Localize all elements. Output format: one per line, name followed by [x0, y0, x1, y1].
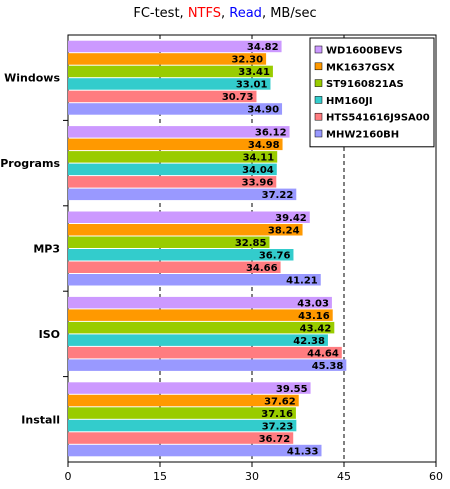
- data-label: 34.82: [247, 42, 279, 53]
- data-label: 34.90: [247, 105, 279, 116]
- x-tick-label: 45: [337, 470, 351, 483]
- data-label: 33.96: [242, 178, 274, 189]
- data-label: 30.73: [222, 92, 254, 103]
- data-label: 42.38: [293, 336, 325, 347]
- legend-swatch: [314, 129, 323, 138]
- data-label: 43.03: [297, 298, 329, 309]
- bar: [68, 261, 281, 273]
- data-label: 36.72: [259, 434, 291, 445]
- bar: [68, 419, 297, 432]
- data-label: 34.66: [246, 263, 278, 274]
- data-label: 44.64: [307, 348, 339, 359]
- data-label: 39.55: [276, 384, 308, 395]
- bar: [68, 126, 290, 138]
- legend-label: HM160JI: [326, 96, 373, 107]
- legend-swatch: [314, 112, 323, 121]
- legend-label: MK1637GSX: [326, 62, 395, 73]
- bar: [68, 78, 271, 90]
- data-label: 43.16: [298, 311, 330, 322]
- data-label: 37.23: [262, 421, 294, 432]
- bar: [68, 309, 333, 321]
- legend-swatch: [314, 62, 323, 71]
- bar: [68, 176, 277, 188]
- chart-title: FC-test, NTFS, Read, MB/sec: [0, 6, 450, 21]
- title-part-ntfs: NTFS: [187, 6, 221, 21]
- data-label: 34.98: [248, 140, 280, 151]
- data-label: 38.24: [268, 226, 300, 237]
- category-label: Programs: [0, 157, 60, 170]
- legend-label: ST9160821AS: [326, 79, 404, 90]
- data-label: 37.16: [261, 409, 293, 420]
- bar: [68, 382, 311, 394]
- bar: [68, 103, 283, 115]
- data-label: 33.41: [238, 67, 270, 78]
- bar: [68, 40, 282, 53]
- bar: [68, 407, 296, 419]
- category-label: MP3: [33, 243, 60, 256]
- x-tick-label: 0: [65, 470, 72, 483]
- legend-swatch: [314, 96, 323, 104]
- data-label: 32.85: [235, 238, 267, 249]
- data-label: 37.62: [264, 396, 296, 407]
- data-label: 39.42: [275, 213, 307, 224]
- data-label: 41.33: [287, 446, 319, 457]
- data-label: 34.11: [243, 153, 275, 164]
- bar: [68, 346, 342, 359]
- title-part-1: FC-test,: [133, 6, 188, 21]
- data-label: 33.01: [236, 80, 268, 91]
- bar: [68, 224, 303, 236]
- bar: [68, 432, 294, 444]
- bar: [68, 211, 310, 223]
- data-label: 36.12: [255, 128, 287, 139]
- bar: [68, 163, 277, 176]
- legend-label: WD1600BEVS: [326, 46, 403, 57]
- legend: [309, 37, 435, 148]
- data-label: 36.76: [259, 251, 291, 262]
- bar: [68, 138, 283, 151]
- title-part-5: , MB/sec: [261, 6, 317, 21]
- category-label: ISO: [39, 328, 60, 341]
- bar: [68, 151, 278, 163]
- bar: [68, 236, 270, 248]
- bar: [68, 444, 322, 457]
- bar: [68, 334, 328, 346]
- bar: [68, 394, 299, 407]
- x-tick-label: 15: [153, 470, 167, 483]
- legend-swatch: [314, 45, 323, 54]
- category-label: Windows: [4, 72, 60, 85]
- legend-label: HTS541616J9SA00: [326, 113, 430, 124]
- bar: [68, 188, 297, 201]
- title-part-3: ,: [221, 6, 230, 21]
- category-label: Install: [21, 413, 60, 426]
- bar: [68, 274, 321, 286]
- bar: [68, 249, 294, 261]
- data-label: 37.22: [262, 190, 294, 201]
- bar: [68, 53, 267, 65]
- data-label: 32.30: [231, 55, 263, 66]
- bar: [68, 359, 347, 371]
- data-label: 45.38: [312, 361, 344, 372]
- x-tick-label: 60: [429, 470, 443, 483]
- data-label: 43.42: [300, 323, 332, 334]
- bar: [68, 90, 257, 103]
- data-label: 34.04: [242, 165, 274, 176]
- legend-label: MHW2160BH: [326, 130, 399, 141]
- data-label: 41.21: [286, 276, 318, 287]
- x-tick-label: 30: [245, 470, 259, 483]
- bar: [68, 296, 332, 309]
- legend-swatch: [314, 79, 323, 87]
- bar: [68, 321, 335, 334]
- bar: [68, 65, 273, 78]
- title-part-read: Read: [229, 6, 262, 21]
